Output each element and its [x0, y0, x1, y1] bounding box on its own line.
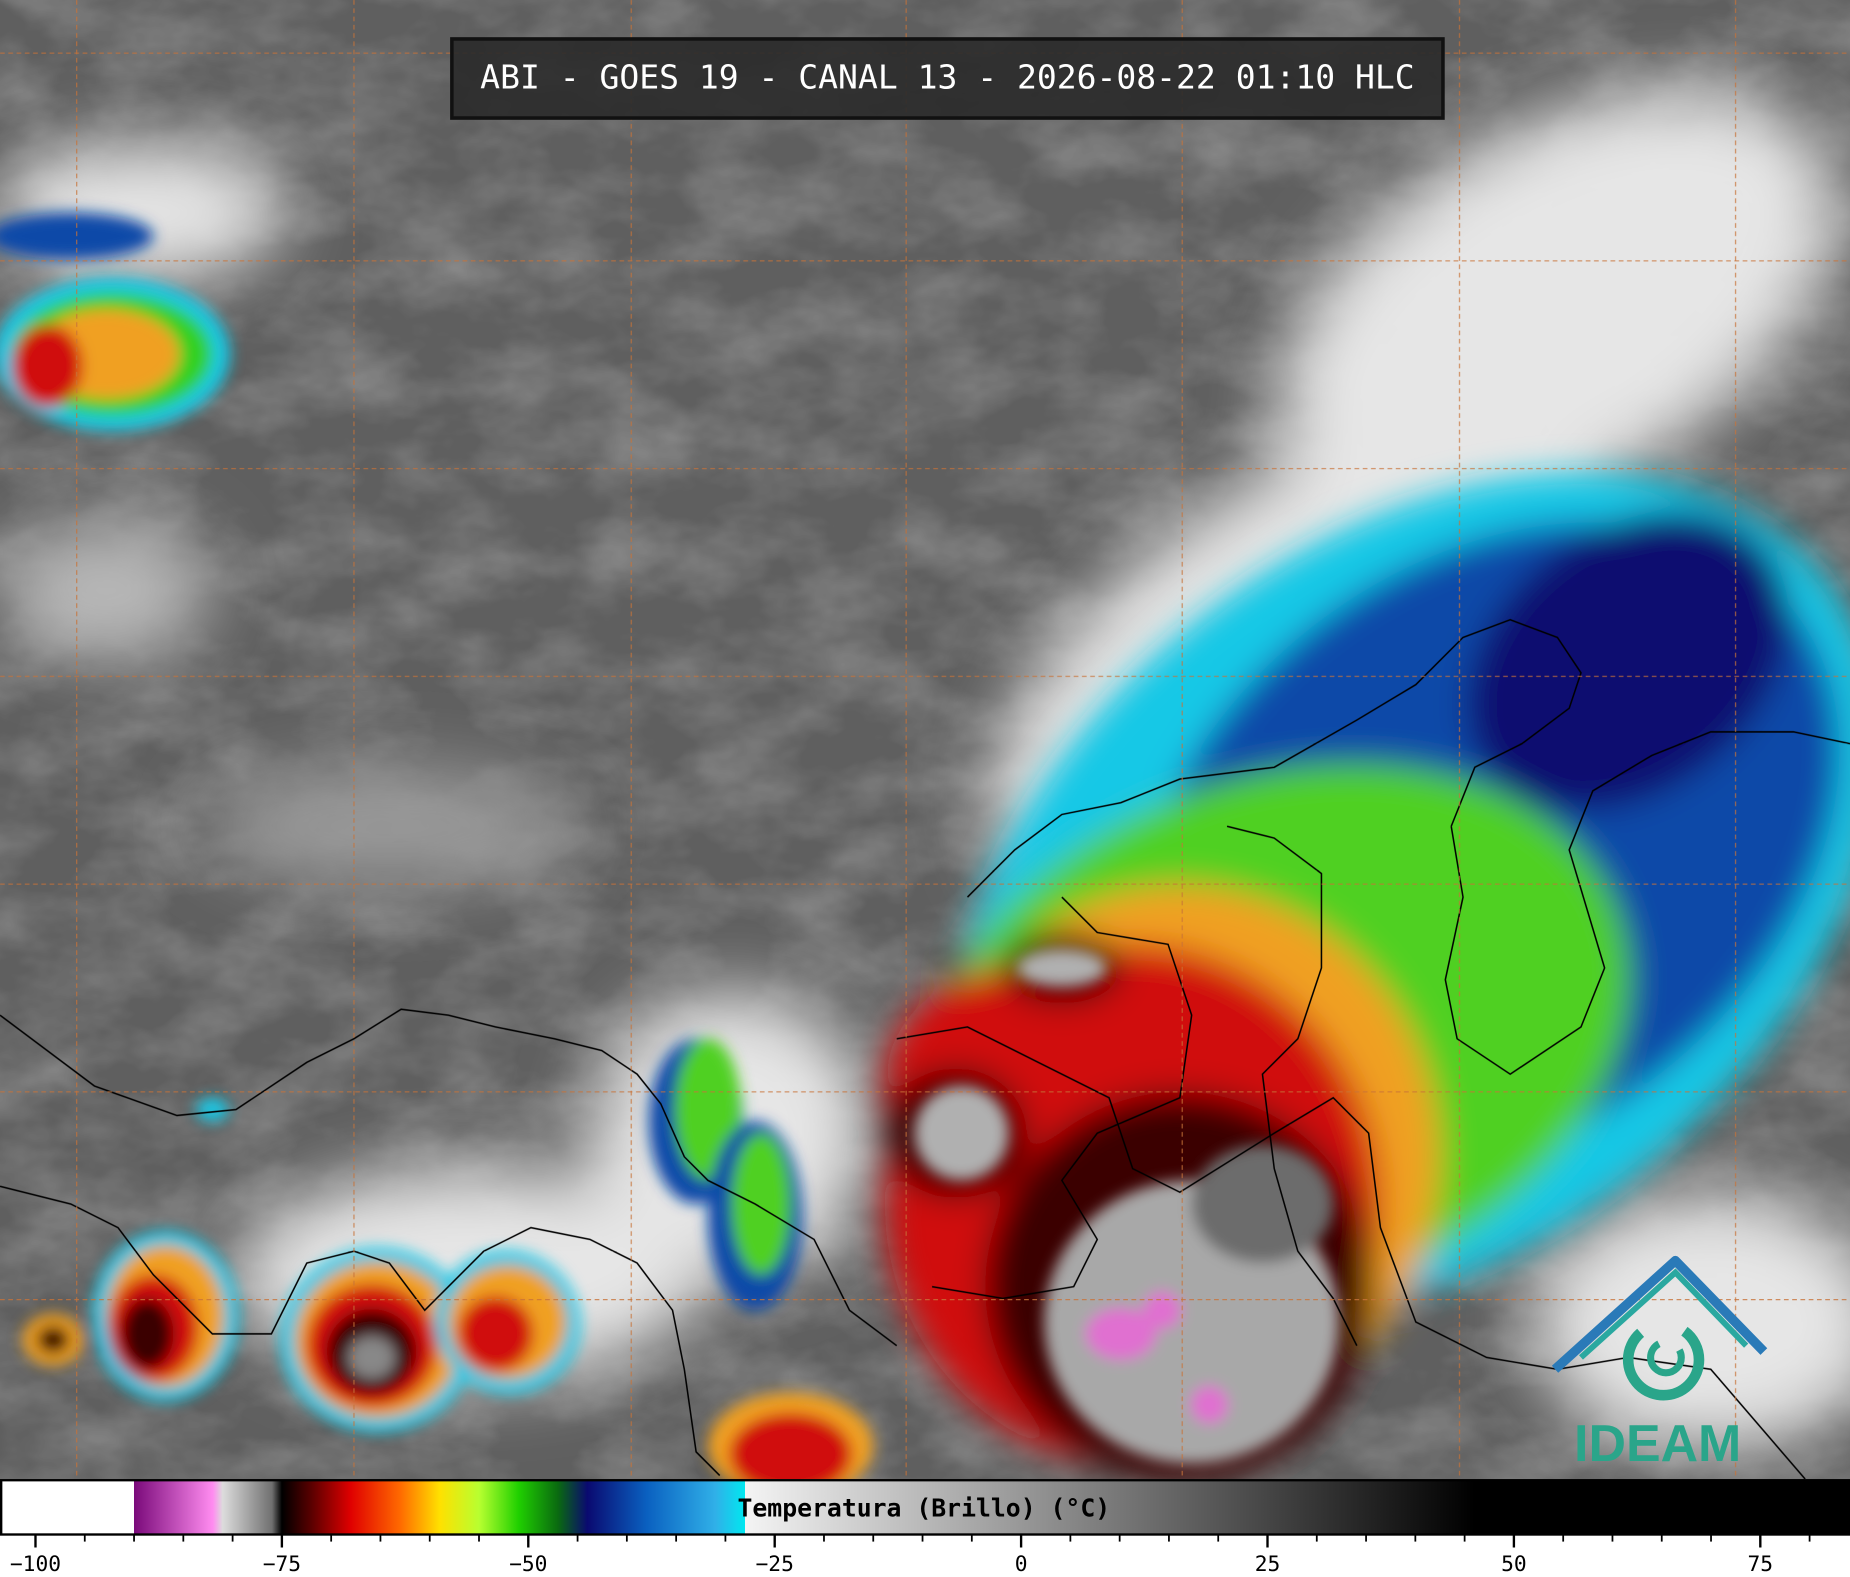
coastlines	[0, 618, 1850, 1480]
tick-label: 75	[1748, 1552, 1774, 1577]
title-background	[450, 37, 1445, 120]
storm-main	[884, 472, 1850, 1482]
tick-label: −25	[756, 1552, 794, 1577]
tick-label: 50	[1501, 1552, 1527, 1577]
tick-label: −75	[263, 1552, 301, 1577]
logo-text: IDEAM	[1574, 1415, 1741, 1473]
lat-lon-grid	[0, 0, 1850, 1480]
tick-label: 25	[1255, 1552, 1281, 1577]
logo: IDEAM	[1551, 1255, 1768, 1473]
tick-label: −50	[509, 1552, 547, 1577]
colorbar: Temperatura (Brillo) (°C) −100 −75 −50 −25 0…	[0, 1479, 1850, 1577]
tick-label: 0	[1015, 1552, 1028, 1577]
colorbar-label: Temperatura (Brillo) (°C)	[737, 1494, 1110, 1523]
title: ABI - GOES 19 - CANAL 13 - 2026-08-22 01…	[480, 58, 1414, 97]
storm-small	[0, 212, 874, 1500]
title-box: ABI - GOES 19 - CANAL 13 - 2026-08-22 01…	[450, 37, 1445, 120]
tick-label: −100	[10, 1552, 61, 1577]
colorbar-ramp	[0, 1479, 1850, 1536]
